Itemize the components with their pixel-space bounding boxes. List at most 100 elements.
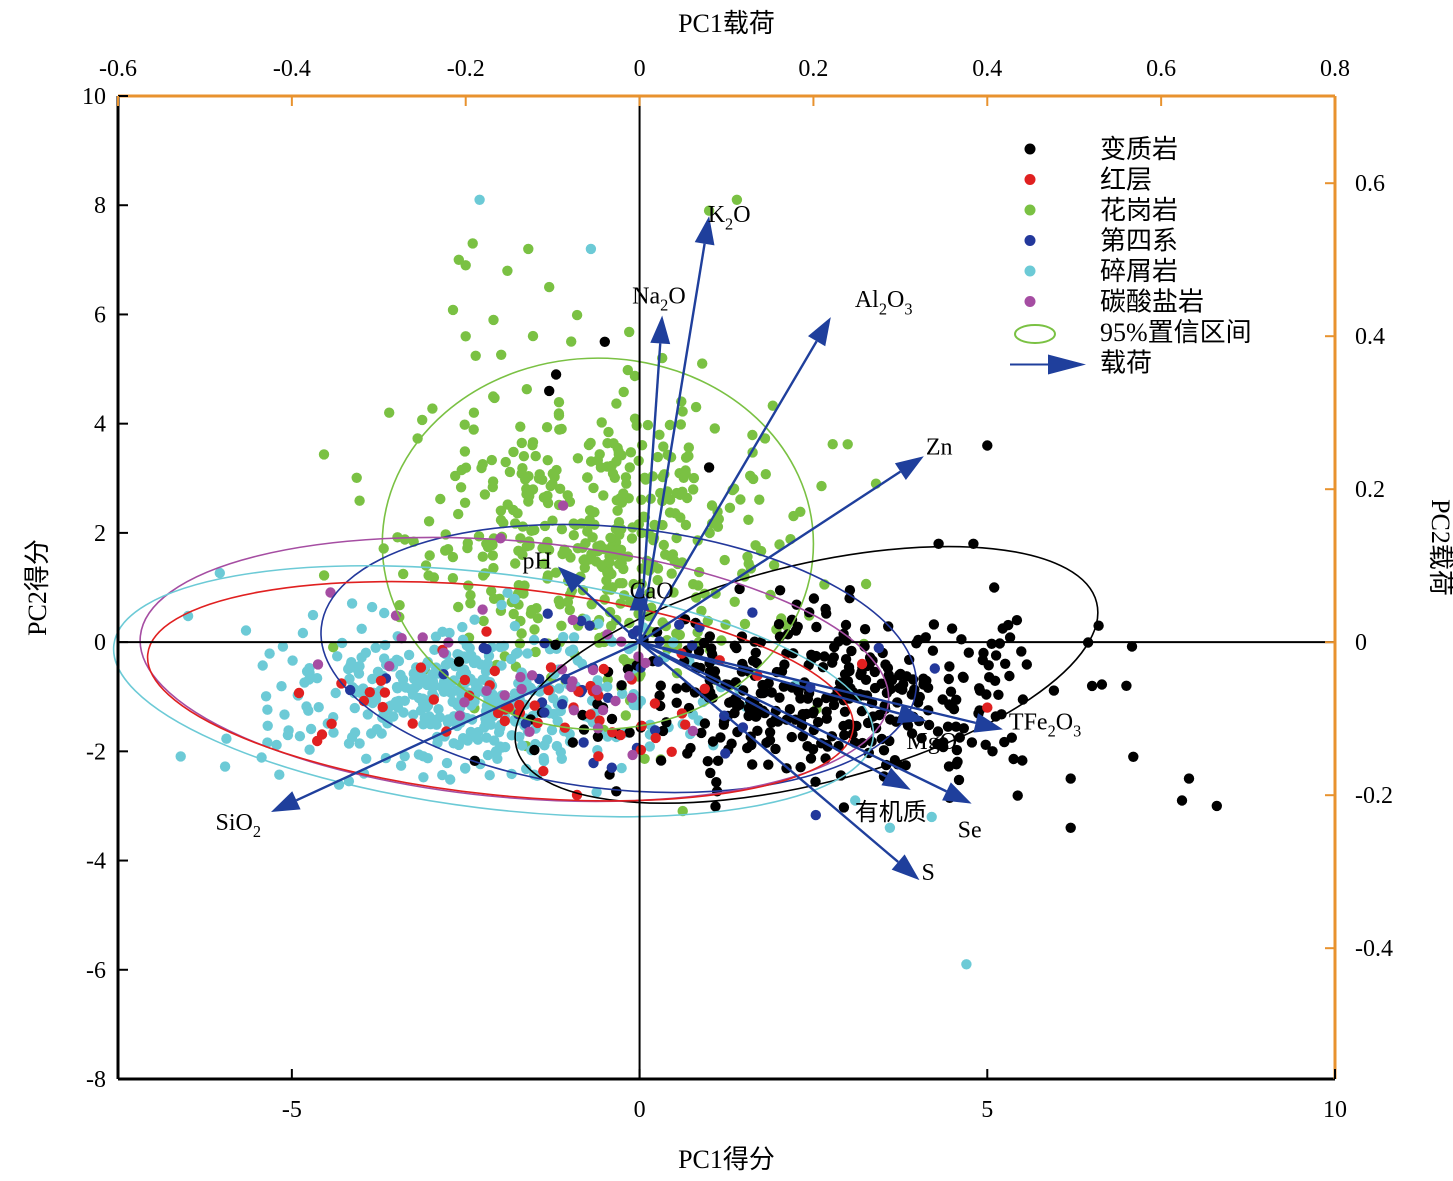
data-point [1126,641,1138,652]
data-point [808,706,819,717]
data-point [539,638,550,649]
legend-label: 载荷 [1100,349,1152,378]
data-point [640,474,651,485]
data-point [524,726,535,737]
data-point [606,762,617,773]
data-point [989,675,1001,686]
loading-label: CaO [630,579,674,605]
data-point [483,718,494,730]
data-point [271,739,282,751]
data-point [517,463,528,474]
arrow-shaft [639,641,947,793]
data-point [398,568,409,580]
data-point [529,700,540,711]
data-point [384,661,395,672]
data-point [689,687,701,698]
data-point [495,505,507,516]
data-point [652,451,663,463]
legend-label: 碎屑岩 [1100,257,1178,286]
data-point [1008,753,1019,765]
data-point [482,749,494,761]
data-point [626,533,638,544]
data-point [878,745,890,756]
data-point [477,551,488,562]
data-point [257,660,268,671]
loading-label: K2​O [708,202,751,233]
data-point [715,732,726,743]
data-point [844,585,856,596]
data-point [943,673,954,685]
data-point [516,628,527,639]
data-point [885,714,896,725]
data-point [946,623,958,634]
data-point [759,433,771,444]
data-point [945,686,957,697]
legend-item: 碳酸盐岩 [1024,288,1204,317]
data-point [584,514,595,526]
data-point [603,426,614,438]
data-point [555,747,566,758]
data-point [629,370,641,382]
confidence-ellipse-花岗岩 [381,357,815,731]
y-axis-title: PC2得分 [23,539,52,636]
data-point [774,539,785,550]
data-point [583,439,595,451]
data-point [602,681,613,692]
data-point [346,598,358,609]
data-point [859,624,871,635]
data-point [366,601,378,613]
data-point [435,493,446,505]
data-point [821,713,832,724]
data-point [520,718,531,729]
axes: -5 0 5 10 10 8 6 4 2 0 -2 -4 -6 -8 -0.6 -0.4 -0.2 0 0.2 0.4… [23,9,1453,1174]
right-tick-label: 0 [1355,630,1367,656]
data-point [219,761,231,772]
data-point [395,760,407,771]
data-point [428,694,439,705]
confidence-ellipse-变质岩 [514,545,1099,804]
data-point [287,655,298,666]
data-point [584,505,596,516]
data-point [532,613,544,624]
top-axis-title: PC1载荷 [678,9,775,38]
legend-item: 碎屑岩 [1024,257,1178,286]
data-point [221,733,232,744]
data-point [860,578,872,590]
legend-marker [1048,354,1086,375]
data-point [592,675,603,686]
legend-item: 95%置信区间 [1014,318,1252,347]
data-point [447,304,459,316]
data-point [654,690,665,701]
arrow-shaft [638,340,818,643]
data-point [313,702,324,713]
loading-label: MgO [906,729,957,755]
data-point [711,777,722,788]
data-point [504,466,516,478]
data-point [567,737,578,748]
data-point [264,648,275,659]
data-point [670,508,681,519]
loading-label: 有机质 [855,799,927,826]
data-point [906,728,918,739]
data-point [683,450,694,462]
data-point [627,628,639,640]
legend-item: 变质岩 [1024,135,1178,164]
data-point [616,762,627,774]
data-point [282,729,294,741]
data-point [688,484,699,495]
data-point [850,795,861,806]
data-point [609,472,620,483]
arrow-head [557,566,586,593]
data-point [958,672,969,683]
arrow-shaft [577,584,641,644]
data-point [407,718,418,729]
data-point [598,490,609,501]
data-point [846,645,857,657]
data-point [620,472,632,483]
data-point [539,707,550,718]
data-point [559,544,570,555]
data-point [356,623,367,634]
legend-marker [1014,324,1056,344]
data-point [582,526,593,537]
data-point [900,760,911,771]
